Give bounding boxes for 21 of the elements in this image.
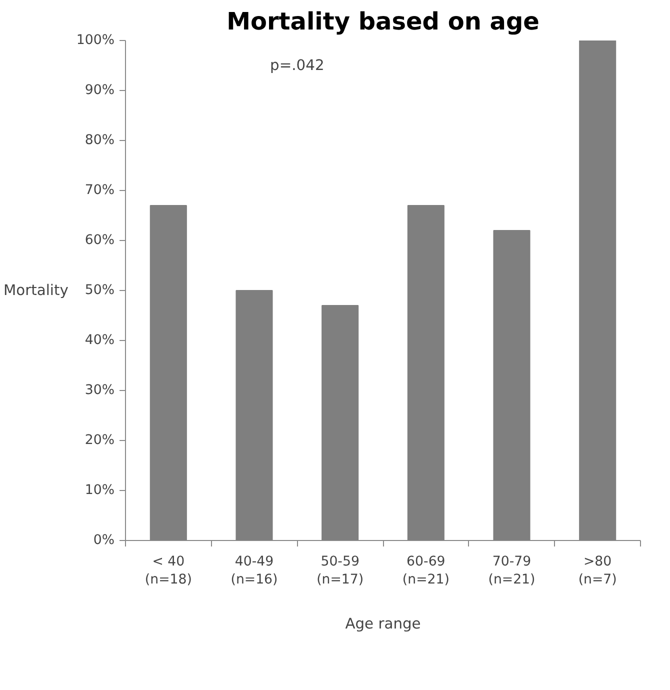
- y-tick-label: 40%: [84, 333, 114, 348]
- x-tick-label: 60-69 (n=21): [402, 554, 450, 588]
- x-tick-label: < 40 (n=18): [144, 554, 192, 588]
- y-tick-label: 90%: [84, 83, 114, 98]
- x-tick-label: 70-79 (n=21): [488, 554, 536, 588]
- x-tick-label: >80 (n=7): [578, 554, 617, 588]
- y-tick-label: 10%: [84, 483, 114, 498]
- x-axis-title: Age range: [345, 616, 421, 632]
- chart-title: Mortality based on age: [226, 8, 540, 36]
- y-tick-label: 30%: [84, 383, 114, 398]
- y-tick-label: 80%: [84, 133, 114, 148]
- annotation: p=.042: [270, 57, 324, 74]
- y-tick-label: 20%: [84, 433, 114, 448]
- y-tick-label: 100%: [76, 33, 115, 48]
- x-tick-label: 50-59 (n=17): [316, 554, 364, 588]
- x-tick-label: 40-49 (n=16): [230, 554, 278, 588]
- y-tick-label: 60%: [84, 233, 114, 248]
- y-tick-label: 50%: [84, 283, 114, 298]
- y-tick-label: 0%: [93, 533, 115, 548]
- y-tick-label: 70%: [84, 183, 114, 198]
- y-axis-title: Mortality: [3, 282, 69, 299]
